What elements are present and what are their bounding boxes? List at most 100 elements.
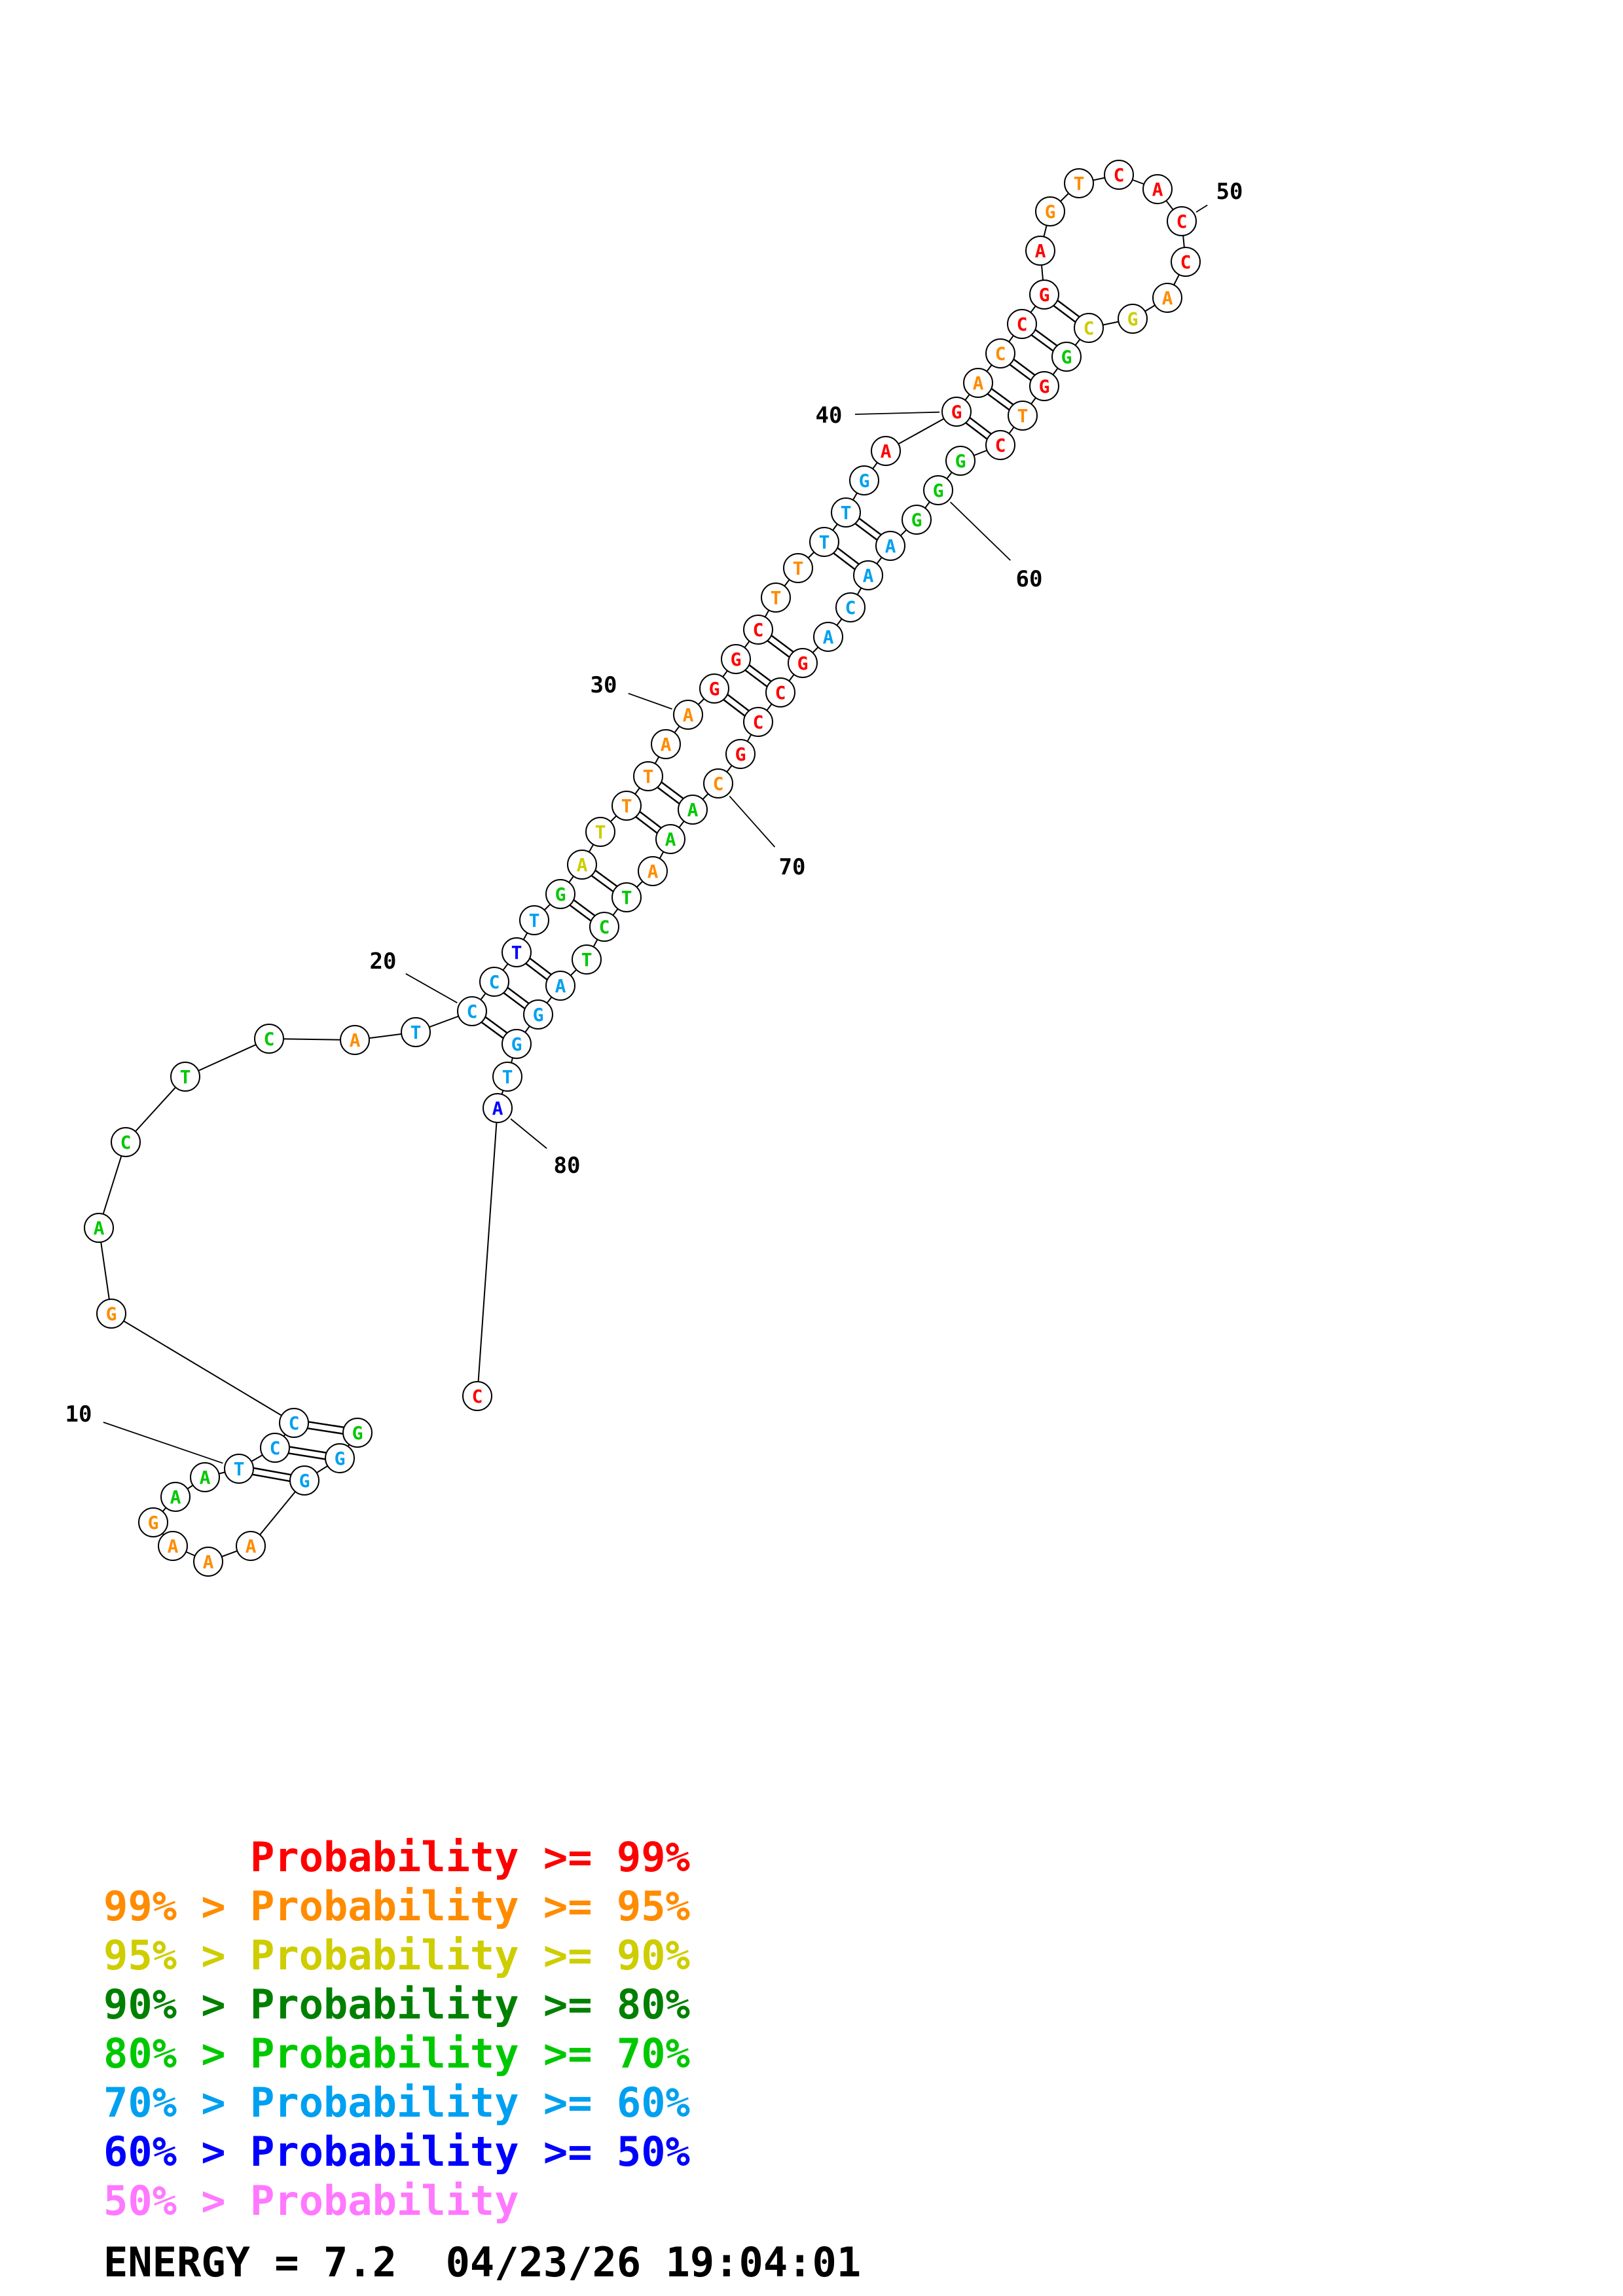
nucleotide-base: A [665, 829, 676, 850]
nucleotide-base: G [735, 744, 746, 765]
legend-line-p60: 70% > Probability >= 60% [103, 2079, 690, 2126]
nucleotide [84, 1213, 114, 1243]
nucleotide [985, 338, 1015, 368]
nucleotide-base: A [885, 535, 896, 557]
nucleotide-base: A [168, 1535, 179, 1557]
nucleotide [501, 937, 532, 967]
nucleotide [1025, 236, 1055, 266]
nucleotide [853, 560, 883, 590]
nucleotide-base: A [577, 854, 588, 876]
legend-line-p70: 80% > Probability >= 70% [103, 2030, 690, 2077]
nucleotide-base: C [120, 1132, 132, 1153]
nucleotide [589, 912, 619, 942]
nucleotide-base: A [350, 1030, 361, 1051]
nucleotide-base: T [621, 795, 632, 817]
nucleotide [902, 505, 932, 535]
nucleotide [401, 1017, 431, 1047]
nucleotide [809, 527, 839, 557]
nucleotide [788, 648, 818, 678]
nucleotide-base: C [845, 597, 856, 619]
nucleotide-base: C [995, 435, 1006, 456]
nucleotide-base: C [1176, 211, 1188, 232]
nucleotide-base: G [299, 1470, 310, 1492]
legend-line-p50: 60% > Probability >= 50% [103, 2128, 690, 2176]
nucleotide-base: G [859, 470, 870, 492]
nucleotide [572, 944, 602, 975]
nucleotide [678, 795, 708, 825]
nucleotide [1167, 206, 1197, 236]
label-pointer [854, 411, 940, 415]
nucleotide [1051, 342, 1082, 372]
nucleotide-base: G [797, 653, 809, 674]
nucleotide [655, 824, 685, 854]
nucleotide [1074, 313, 1104, 343]
nucleotide [963, 368, 993, 398]
nucleotide [813, 622, 843, 652]
nucleotide [190, 1462, 220, 1492]
nucleotide-base: G [335, 1448, 346, 1469]
nucleotide [170, 1062, 200, 1092]
nucleotide-base: G [1127, 308, 1139, 330]
nucleotide-base: A [647, 861, 659, 882]
nucleotide-base: T [841, 502, 852, 524]
nucleotide-base: A [170, 1486, 181, 1508]
nucleotide-base: G [1039, 376, 1050, 397]
nucleotide [743, 615, 773, 645]
nucleotide-base: T [771, 587, 782, 609]
nucleotide-base: T [1074, 173, 1085, 194]
nucleotide-base: A [94, 1217, 105, 1239]
nucleotide [224, 1454, 254, 1484]
nucleotide-base: C [1180, 251, 1192, 273]
nucleotide [699, 673, 729, 704]
nucleotide [831, 497, 861, 528]
legend-line-plow: 50% > Probability [103, 2177, 519, 2225]
nucleotide-base: G [1045, 201, 1056, 223]
nucleotide [340, 1025, 370, 1055]
nucleotide [96, 1299, 126, 1329]
nucleotide-base: C [1084, 317, 1095, 339]
nucleotide [342, 1418, 373, 1448]
nucleotide [985, 430, 1015, 460]
position-label: 60 [1016, 566, 1043, 592]
nucleotide [1008, 401, 1038, 431]
nucleotide-base: C [489, 971, 500, 993]
nucleotide [1007, 309, 1037, 339]
nucleotide-base: A [1162, 287, 1173, 309]
nucleotide [479, 967, 509, 997]
position-label: 10 [65, 1401, 92, 1427]
nucleotide-base: T [502, 1066, 513, 1088]
nucleotide [567, 850, 597, 880]
nucleotide [923, 475, 953, 505]
backbone-line [477, 1107, 498, 1397]
nucleotide-base: G [709, 678, 720, 700]
energy-readout: ENERGY = 7.2 04/23/26 19:04:01 [103, 2238, 862, 2286]
nucleotide-base: C [1017, 314, 1028, 335]
nucleotide [673, 700, 703, 730]
nucleotide-base: T [1017, 405, 1029, 427]
nucleotide [462, 1381, 492, 1411]
nucleotide-base: A [687, 799, 699, 821]
position-label: 80 [554, 1153, 581, 1179]
position-label: 30 [591, 672, 617, 698]
nucleotide [721, 644, 751, 674]
nucleotide [761, 583, 791, 613]
nucleotide-base: T [621, 887, 632, 908]
position-label: 70 [779, 854, 806, 880]
nucleotide [703, 768, 733, 798]
nucleotide-base: A [492, 1098, 503, 1119]
nucleotide-base: A [200, 1467, 211, 1488]
nucleotide [519, 905, 549, 935]
nucleotide [945, 446, 976, 476]
nucleotide-base: C [599, 916, 610, 938]
nucleotide [545, 971, 575, 1001]
nucleotide-base: C [713, 773, 724, 795]
position-label: 40 [816, 403, 843, 429]
nucleotide [483, 1093, 513, 1123]
nucleotide [1104, 160, 1134, 190]
nucleotide [236, 1531, 266, 1561]
nucleotide-base: T [529, 910, 540, 931]
nucleotide [279, 1408, 309, 1438]
nucleotide-base: G [511, 1033, 522, 1055]
nucleotide-base: A [881, 440, 892, 462]
nucleotide-base: G [933, 480, 944, 501]
